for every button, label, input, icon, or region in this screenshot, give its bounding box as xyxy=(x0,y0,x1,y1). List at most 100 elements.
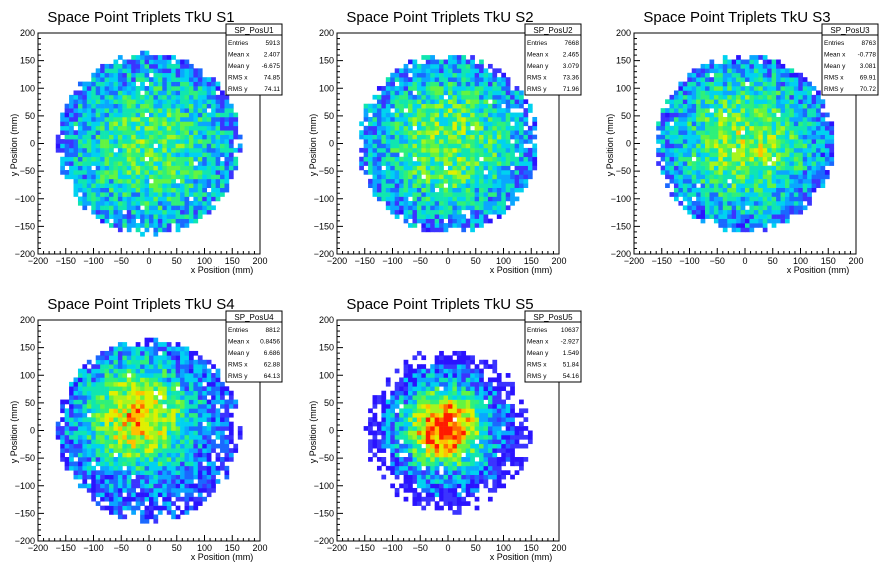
heatmap-cell xyxy=(403,174,409,180)
heatmap-cell xyxy=(153,121,159,127)
heatmap-cell xyxy=(789,161,795,166)
heatmap-cell xyxy=(452,165,458,171)
heatmap-cell xyxy=(149,337,154,343)
heatmap-cell xyxy=(816,170,821,175)
heatmap-cell xyxy=(166,483,172,489)
heatmap-cell xyxy=(461,161,467,166)
heatmap-cell xyxy=(776,77,781,82)
heatmap-cell xyxy=(180,457,185,462)
stats-box-name: SP_PosU1 xyxy=(234,26,274,35)
heatmap-cell xyxy=(483,161,489,166)
heatmap-cell xyxy=(700,214,706,219)
heatmap-cell xyxy=(171,439,176,445)
heatmap-cell xyxy=(100,386,105,392)
heatmap-cell xyxy=(73,112,79,118)
heatmap-cell xyxy=(228,121,234,127)
heatmap-cell xyxy=(73,417,79,422)
heatmap-cell xyxy=(193,165,199,171)
heatmap-cell xyxy=(403,183,409,188)
heatmap-cell xyxy=(180,63,185,69)
heatmap-cell xyxy=(691,94,697,100)
heatmap-cell xyxy=(780,94,786,100)
heatmap-cell xyxy=(113,417,119,422)
heatmap-cell xyxy=(153,86,159,91)
heatmap-cell xyxy=(180,443,185,449)
heatmap-cell xyxy=(767,86,772,91)
y-tick-label: 150 xyxy=(616,56,631,66)
heatmap-cell xyxy=(696,121,701,127)
heatmap-cell xyxy=(456,192,462,197)
heatmap-cell xyxy=(149,63,154,69)
heatmap-cell xyxy=(206,152,212,158)
heatmap-cell xyxy=(452,147,458,153)
heatmap-cell xyxy=(171,94,176,100)
heatmap-cell xyxy=(91,492,97,498)
heatmap-cell xyxy=(202,99,208,105)
heatmap-cell xyxy=(180,368,185,374)
heatmap-cell xyxy=(171,434,176,440)
heatmap-cell xyxy=(131,395,136,400)
heatmap-cell xyxy=(745,174,750,180)
heatmap-cell xyxy=(483,209,489,215)
heatmap-cell xyxy=(157,483,163,489)
heatmap-cell xyxy=(669,170,675,175)
heatmap-cell xyxy=(126,68,132,74)
heatmap-cell xyxy=(434,152,440,158)
heatmap-cell xyxy=(140,448,145,453)
heatmap-cell xyxy=(465,86,471,91)
heatmap-cell xyxy=(753,218,759,224)
heatmap-cell xyxy=(722,227,728,233)
heatmap-cell xyxy=(434,161,440,166)
heatmap-cell xyxy=(100,147,105,153)
heatmap-cell xyxy=(180,364,185,369)
heatmap-cell xyxy=(104,90,110,96)
heatmap-cell xyxy=(399,143,404,149)
heatmap-cell xyxy=(656,161,661,166)
heatmap-cell xyxy=(95,359,101,365)
heatmap-cell xyxy=(64,130,70,135)
heatmap-cell xyxy=(372,174,378,180)
heatmap-cell xyxy=(86,403,92,409)
heatmap-cell xyxy=(82,412,88,418)
heatmap-cell xyxy=(109,350,114,356)
heatmap-cell xyxy=(749,178,755,184)
heatmap-cell xyxy=(175,130,181,135)
heatmap-cell xyxy=(215,99,221,105)
heatmap-cell xyxy=(82,434,88,440)
heatmap-cell xyxy=(135,350,141,356)
heatmap-cell xyxy=(157,139,163,144)
heatmap-cell xyxy=(153,90,159,96)
heatmap-cell xyxy=(448,223,453,228)
heatmap-cell xyxy=(443,205,449,211)
heatmap-cell xyxy=(762,99,768,105)
heatmap-cell xyxy=(122,373,128,378)
heatmap-cell xyxy=(117,200,123,206)
heatmap-cell xyxy=(416,218,422,224)
heatmap-cell xyxy=(767,72,772,78)
heatmap-cell xyxy=(696,108,701,113)
heatmap-cell xyxy=(140,187,145,193)
heatmap-cell xyxy=(421,103,427,109)
heatmap-cell xyxy=(135,386,141,392)
heatmap-cell xyxy=(100,377,105,383)
heatmap-cell xyxy=(510,200,515,206)
heatmap-cell xyxy=(700,218,706,224)
heatmap-cell xyxy=(789,72,795,78)
heatmap-cell xyxy=(439,178,444,184)
heatmap-cell xyxy=(117,72,123,78)
heatmap-cell xyxy=(510,161,515,166)
heatmap-cell xyxy=(211,99,216,105)
heatmap-cell xyxy=(122,342,128,347)
heatmap-cell xyxy=(749,125,755,131)
heatmap-cell xyxy=(180,81,185,87)
heatmap-cell xyxy=(421,209,427,215)
heatmap-cell xyxy=(180,121,185,127)
heatmap-cell xyxy=(144,505,150,511)
heatmap-cell xyxy=(452,183,458,188)
heatmap-cell xyxy=(166,479,172,484)
heatmap-cell xyxy=(162,350,168,356)
heatmap-cell xyxy=(510,156,515,162)
heatmap-cell xyxy=(157,63,163,69)
heatmap-cell xyxy=(91,381,97,387)
heatmap-cell xyxy=(452,116,458,122)
